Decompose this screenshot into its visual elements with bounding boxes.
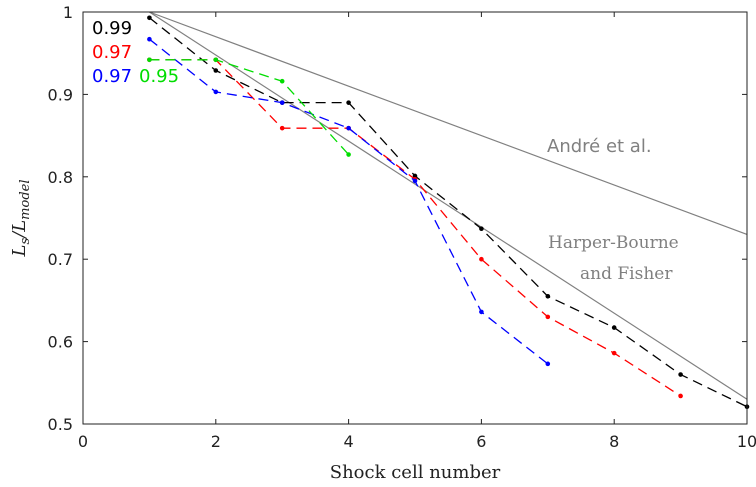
data-point-black [545, 293, 551, 299]
series-line-black [148, 17, 748, 408]
y-axis-title-slash: /L [9, 220, 30, 240]
data-point-green [213, 57, 219, 63]
data-point-black [678, 372, 683, 377]
data-point-red [479, 256, 484, 262]
data-point-blue [412, 178, 418, 184]
andre-annotation: André et al. [547, 136, 652, 157]
data-point-black [346, 100, 351, 105]
y-tick-label: 1 [63, 3, 73, 22]
data-point-black [213, 68, 219, 73]
data-point-black [611, 325, 617, 330]
data-point-blue [147, 36, 152, 42]
data-point-red [678, 393, 683, 399]
reference-lines [149, 11, 748, 400]
harper-annotation-line1: Harper-Bourne [548, 233, 679, 253]
data-point-green [279, 78, 285, 84]
data-point-blue [545, 361, 551, 367]
legend-label-black: 0.99 [92, 18, 132, 39]
data-point-black [147, 15, 152, 21]
y-axis-title: Ls/Lmodel [9, 180, 33, 258]
plot-background [83, 12, 747, 424]
data-point-black [412, 173, 418, 179]
harper-annotation-line2: and Fisher [580, 264, 673, 284]
data-point-green [147, 57, 152, 63]
plot-frame [82, 11, 748, 425]
data-point-red [279, 125, 285, 131]
legend-label-red: 0.97 [92, 42, 132, 63]
legend-label-blue: 0.97 [92, 66, 132, 87]
x-tick-label: 6 [476, 432, 486, 451]
axis-ticks: 0 2 4 6 8 10 0.5 0.6 0.7 0.8 0.9 1 [48, 3, 756, 451]
x-tick-label: 10 [737, 432, 756, 451]
x-tick-label: 4 [344, 432, 354, 451]
data-point-green [346, 152, 351, 157]
y-tick-label: 0.7 [48, 250, 73, 269]
x-tick-label: 0 [78, 432, 88, 451]
data-point-blue [346, 125, 351, 131]
y-axis-title-sub-s: s [18, 238, 33, 245]
data-point-blue [213, 89, 219, 95]
reference-line-harper-bourne-fisher [149, 11, 748, 400]
series-line-green [149, 59, 350, 155]
y-tick-label: 0.9 [48, 85, 73, 104]
data-point-red [611, 350, 617, 356]
y-tick-label: 0.8 [48, 168, 73, 187]
y-tick-label: 0.6 [48, 333, 73, 352]
legend-label-green: 0.95 [139, 66, 179, 87]
x-tick-label: 8 [609, 432, 619, 451]
x-axis-title: Shock cell number [330, 462, 501, 483]
data-point-blue [279, 100, 285, 105]
y-axis-title-sub-model: model [18, 180, 33, 220]
data-point-red [545, 314, 551, 320]
reference-line-andre [149, 11, 748, 236]
data-point-blue [479, 309, 484, 315]
y-tick-label: 0.5 [48, 415, 73, 434]
legend: 0.99 0.97 0.97 0.95 [92, 18, 179, 87]
data-point-black [479, 226, 484, 232]
data-series [147, 15, 750, 409]
x-tick-label: 2 [211, 432, 221, 451]
